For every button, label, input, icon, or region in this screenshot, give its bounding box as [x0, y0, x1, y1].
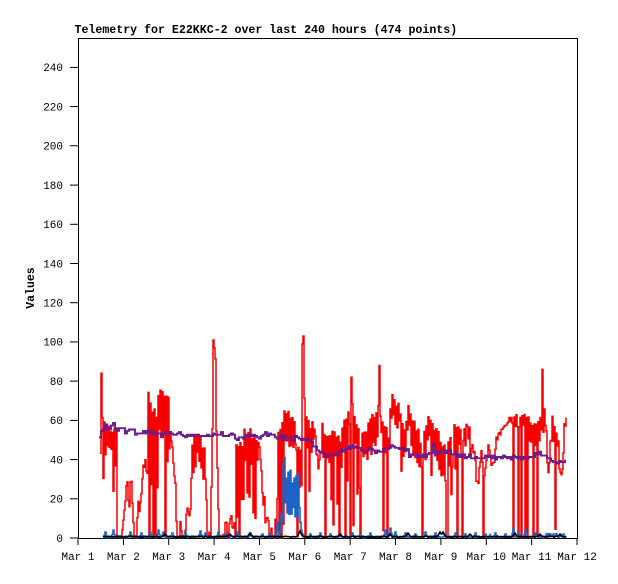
svg-text:Telemetry for E22KKC-2 over la: Telemetry for E22KKC-2 over last 240 hou… [75, 24, 458, 37]
svg-text:Mar 1: Mar 1 [61, 552, 94, 564]
svg-text:80: 80 [50, 377, 63, 389]
svg-text:Mar 3: Mar 3 [152, 552, 185, 564]
svg-text:Mar 6: Mar 6 [288, 552, 321, 564]
svg-text:200: 200 [43, 142, 63, 154]
svg-text:Mar 12: Mar 12 [557, 552, 597, 564]
svg-text:Mar 7: Mar 7 [334, 552, 367, 564]
svg-text:140: 140 [43, 259, 63, 271]
svg-text:Values: Values [25, 267, 38, 309]
svg-text:220: 220 [43, 102, 63, 114]
svg-text:120: 120 [43, 299, 63, 311]
svg-text:240: 240 [43, 63, 63, 75]
svg-text:Mar 9: Mar 9 [424, 552, 457, 564]
svg-text:Mar 4: Mar 4 [198, 552, 231, 564]
svg-text:160: 160 [43, 220, 63, 232]
svg-text:Mar 8: Mar 8 [379, 552, 412, 564]
svg-text:0: 0 [56, 534, 63, 546]
svg-text:20: 20 [50, 495, 63, 507]
svg-text:Mar 5: Mar 5 [243, 552, 276, 564]
svg-text:40: 40 [50, 455, 63, 467]
svg-text:180: 180 [43, 181, 63, 193]
svg-text:60: 60 [50, 416, 63, 428]
svg-text:Mar 11: Mar 11 [512, 552, 552, 564]
svg-text:Mar 10: Mar 10 [466, 552, 506, 564]
svg-text:100: 100 [43, 338, 63, 350]
svg-text:Mar 2: Mar 2 [107, 552, 140, 564]
